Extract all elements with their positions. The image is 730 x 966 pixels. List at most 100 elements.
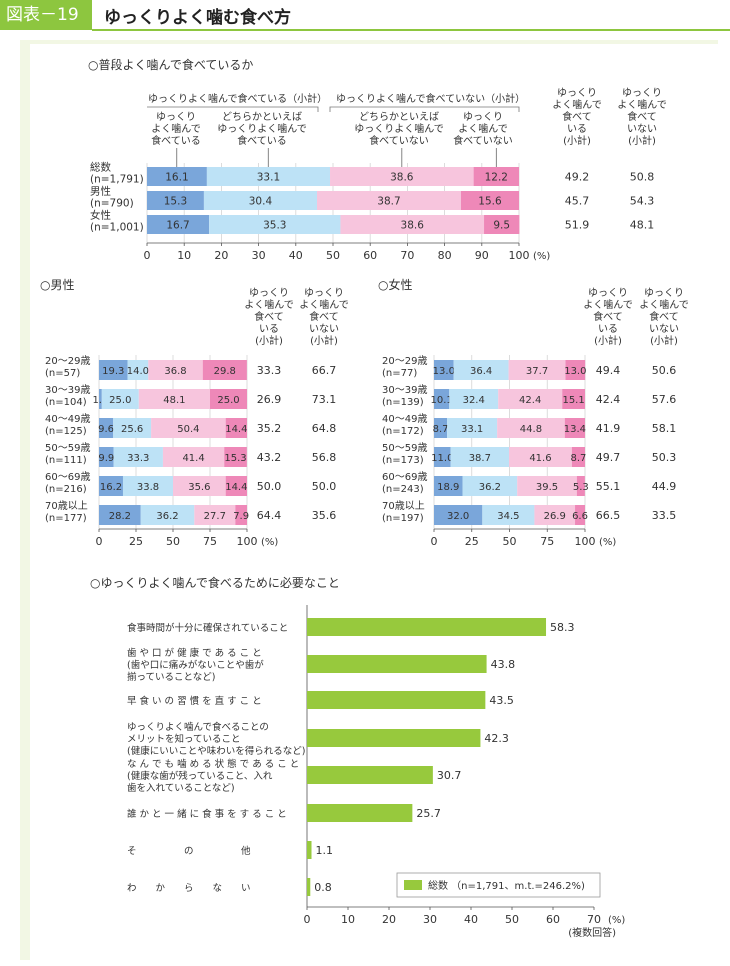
subtotal-header: よく噛んで bbox=[244, 298, 294, 311]
x-tick-label: 70 bbox=[400, 249, 414, 262]
bar-value-label: 8.7 bbox=[570, 453, 586, 464]
series-header: どちらかといえばゆっくりよく噛んで食べている bbox=[217, 111, 307, 147]
subtotal-header: (小計) bbox=[255, 334, 283, 347]
subtotal-value: 56.8 bbox=[312, 451, 337, 464]
bar-value-label: 27.7 bbox=[204, 511, 226, 522]
bar-segment bbox=[434, 505, 483, 525]
bar-value-label: 36.2 bbox=[479, 482, 501, 493]
x-tick-label: 10 bbox=[341, 913, 355, 926]
bar-segment bbox=[434, 360, 454, 380]
series-header: どちらかといえばゆっくりよく噛んで食べていない bbox=[354, 111, 444, 147]
subtotal-value: 35.2 bbox=[257, 422, 282, 435]
bar-segment bbox=[99, 360, 128, 380]
subtotal-value: 33.3 bbox=[257, 364, 282, 377]
bar-value-label: 25.6 bbox=[121, 424, 143, 435]
category-label: (n=790) bbox=[90, 198, 134, 210]
x-tick-label: 20 bbox=[214, 249, 228, 262]
bar-value-label: 41.4 bbox=[182, 453, 204, 464]
x-tick-label: 60 bbox=[363, 249, 377, 262]
subtotal-header: いる bbox=[567, 123, 587, 135]
bar-value-label: 38.7 bbox=[377, 196, 400, 208]
category-label: (n=172) bbox=[382, 426, 424, 437]
bar-value-label: 35.3 bbox=[263, 220, 286, 232]
subtotal-header: よく噛んで bbox=[583, 298, 633, 311]
bar-value-label: 18.9 bbox=[437, 482, 459, 493]
header-rule bbox=[92, 29, 730, 31]
bar-value-label: 37.7 bbox=[526, 366, 548, 377]
x-tick-label: 75 bbox=[203, 535, 217, 548]
subtotal-header: (小計) bbox=[563, 134, 591, 147]
subtotal-value: 45.7 bbox=[565, 195, 590, 208]
bar-value-label: 9.9 bbox=[98, 453, 114, 464]
bar-segment bbox=[173, 476, 226, 496]
bar-segment bbox=[482, 505, 535, 525]
x-tick-label: 10 bbox=[177, 249, 191, 262]
x-tick-label: 25 bbox=[465, 535, 479, 548]
x-tick-label: 30 bbox=[423, 913, 437, 926]
subtotal-header: 食べて bbox=[593, 310, 623, 323]
bar-value-label: 44.8 bbox=[520, 424, 542, 435]
bar-segment bbox=[462, 476, 518, 496]
bar-value-label: 13.0 bbox=[564, 366, 586, 377]
x-tick-label: 0 bbox=[144, 249, 151, 262]
bar-value-label: 38.6 bbox=[390, 172, 414, 184]
bar-value-label: 16.2 bbox=[100, 482, 122, 493]
bar-segment bbox=[317, 191, 461, 210]
subtotal-header: 食べて bbox=[254, 310, 284, 323]
bar-segment bbox=[194, 505, 236, 525]
bar-value-label: 15.3 bbox=[224, 453, 246, 464]
x-tick-label: 60 bbox=[546, 913, 560, 926]
category-label: (n=77) bbox=[382, 368, 417, 379]
category-label: (歯や口に痛みがないことや歯が bbox=[127, 659, 264, 671]
subtotal-header: ゆっくり bbox=[304, 287, 344, 299]
category-label: 30～39歳 bbox=[45, 384, 90, 396]
category-label: (n=111) bbox=[45, 455, 87, 466]
x-tick-label: 0 bbox=[96, 535, 103, 548]
x-tick-label: 50 bbox=[166, 535, 180, 548]
bar-value-label: 14.4 bbox=[225, 482, 247, 493]
x-tick-label: 50 bbox=[505, 913, 519, 926]
category-label: 30～39歳 bbox=[382, 384, 427, 396]
subtotal-value: 49.7 bbox=[596, 451, 621, 464]
bar-segment bbox=[224, 447, 247, 467]
bar-value-label: 43.8 bbox=[491, 658, 515, 671]
legend-swatch bbox=[404, 880, 422, 890]
bar-value-label: 30.4 bbox=[249, 196, 273, 208]
bar-segment bbox=[225, 418, 247, 438]
bar-value-label: 42.3 bbox=[484, 732, 509, 745]
bar-segment bbox=[562, 389, 585, 409]
bar-segment bbox=[330, 167, 474, 186]
bar-segment bbox=[235, 505, 247, 525]
subtotal-header: ゆっくり bbox=[557, 87, 597, 99]
bar-value-label: 12.2 bbox=[485, 172, 508, 184]
bar-value-label: 58.3 bbox=[550, 621, 575, 634]
chart-title: ○女性 bbox=[378, 277, 412, 292]
bar-value-label: 28.2 bbox=[109, 511, 131, 522]
subtotal-value: 35.6 bbox=[312, 509, 337, 522]
bar-value-label: 38.6 bbox=[401, 220, 425, 232]
category-label: 40～49歳 bbox=[382, 413, 427, 425]
x-tick-label: 100 bbox=[575, 535, 596, 548]
bar-segment bbox=[101, 389, 139, 409]
subtotal-value: 55.1 bbox=[596, 480, 621, 493]
bar-segment bbox=[99, 447, 114, 467]
subtotal-value: 73.1 bbox=[312, 393, 337, 406]
subtotal-value: 64.8 bbox=[312, 422, 337, 435]
x-axis-unit: (%) bbox=[533, 251, 550, 262]
bar-segment bbox=[460, 191, 519, 210]
bar-value-label: 25.0 bbox=[109, 395, 131, 406]
bar-value-label: 7.9 bbox=[233, 511, 249, 522]
category-label: (n=243) bbox=[382, 484, 424, 495]
x-tick-label: 25 bbox=[129, 535, 143, 548]
subtotal-value: 50.0 bbox=[257, 480, 282, 493]
bar-value-label: 33.1 bbox=[257, 172, 280, 184]
subtotal-header: (小計) bbox=[628, 134, 656, 147]
chart-title: ○ゆっくりよく噛んで食べるために必要なこと bbox=[90, 575, 340, 590]
bar-value-label: 41.6 bbox=[529, 453, 551, 464]
bar-value-label: 15.1 bbox=[562, 395, 584, 406]
bar-value-label: 36.8 bbox=[164, 366, 186, 377]
subtotal-header: (小計) bbox=[594, 334, 622, 347]
subtotal-value: 58.1 bbox=[652, 422, 677, 435]
category-label: 20～29歳 bbox=[45, 355, 90, 367]
subtotal-header: いない bbox=[649, 323, 679, 335]
